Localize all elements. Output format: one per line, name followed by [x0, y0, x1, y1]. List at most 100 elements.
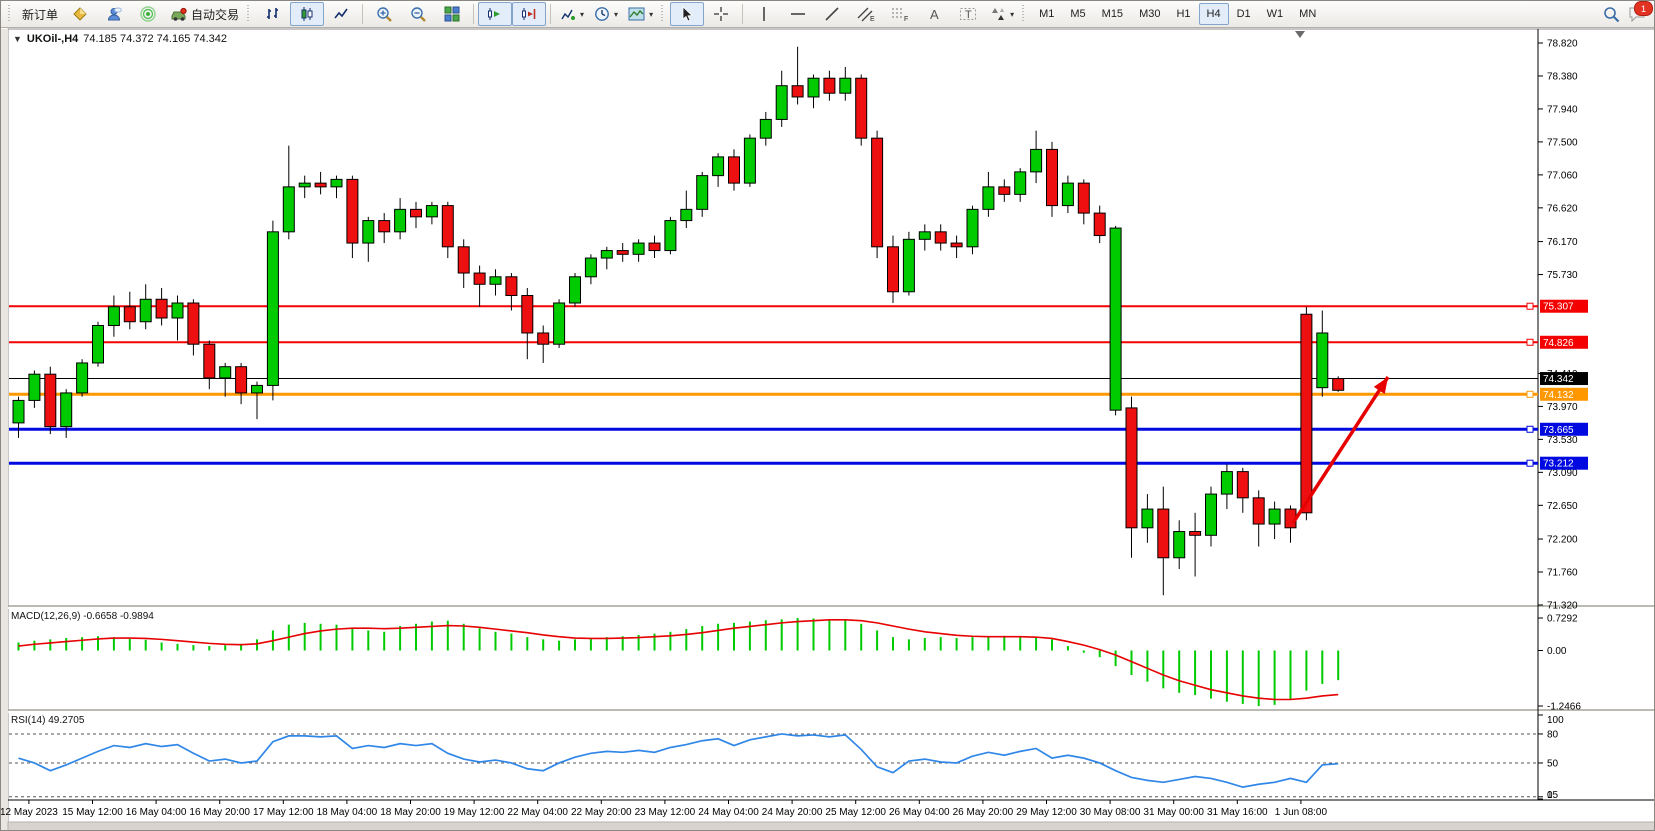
search-icon[interactable]: [1603, 6, 1620, 23]
price-tick-label: 73.530: [1547, 435, 1578, 446]
trend-arrow-line[interactable]: [1291, 376, 1390, 524]
candle-body: [759, 118, 772, 139]
candle-body: [203, 343, 216, 379]
timeframe-button-w1[interactable]: W1: [1266, 8, 1284, 20]
vertical-line-button[interactable]: [747, 2, 781, 26]
level-line-handle[interactable]: [1526, 459, 1534, 467]
templates-button[interactable]: ▾: [623, 2, 658, 26]
notifications-button[interactable]: 1: [1628, 1, 1653, 22]
fibonacci-button[interactable]: F: [883, 2, 917, 26]
candle-body: [1061, 182, 1074, 207]
one-click-trading-collapse-icon[interactable]: ▼: [13, 34, 22, 44]
timeframe-button-m5[interactable]: M5: [1070, 8, 1086, 20]
chevron-down-icon: ▾: [580, 9, 585, 19]
price-tick-label: 77.940: [1547, 104, 1578, 115]
candle-body: [251, 384, 263, 394]
crosshair-button[interactable]: [704, 2, 738, 26]
time-tick-label: 29 May 12:00: [1016, 807, 1077, 818]
autotrading-button[interactable]: 自动交易: [165, 2, 244, 26]
candle-body: [155, 298, 168, 319]
timeframe-button-m30[interactable]: M30: [1139, 8, 1161, 20]
candle-body: [1205, 493, 1217, 536]
price-tick-label: 76.170: [1547, 237, 1578, 248]
new-order-label: 新订单: [22, 7, 59, 22]
toolbar-grip[interactable]: [1022, 5, 1029, 23]
text-label-button[interactable]: T: [951, 2, 985, 26]
line-chart-button[interactable]: [324, 2, 358, 26]
candle-body: [394, 208, 407, 233]
profile-button[interactable]: [97, 2, 131, 26]
time-tick-label: 16 May 20:00: [189, 807, 250, 818]
timeframe-button-m15[interactable]: M15: [1101, 8, 1124, 20]
periods-button[interactable]: ▾: [589, 2, 623, 26]
level-line-handle[interactable]: [1526, 390, 1534, 398]
candle-body: [616, 250, 629, 255]
main-toolbar: 新订单 自动交易: [1, 1, 1654, 28]
tile-windows-button[interactable]: [435, 2, 469, 26]
level-price-label: [1540, 335, 1588, 349]
line-chart-icon: [334, 8, 348, 19]
toolbar-grip[interactable]: [247, 5, 254, 23]
chart-shift-marker[interactable]: [1295, 31, 1305, 38]
zoom-in-button[interactable]: [367, 2, 401, 26]
candle-body: [1014, 171, 1027, 195]
trendline-icon: [825, 7, 839, 21]
time-tick-label: 1 Jun 08:00: [1275, 807, 1328, 818]
level-price-label: [1540, 422, 1588, 436]
new-order-button[interactable]: 新订单: [17, 2, 63, 26]
arrows-button[interactable]: ▾: [985, 2, 1019, 26]
toolbar-grip[interactable]: [8, 5, 14, 23]
candle-body: [569, 276, 581, 304]
candle-body: [314, 182, 327, 188]
horizontal-line-icon: [791, 13, 806, 15]
time-tick-label: 23 May 12:00: [635, 807, 696, 818]
zoom-out-button[interactable]: [401, 2, 435, 26]
timeframe-button-h4[interactable]: H4: [1198, 3, 1229, 25]
toolbar-grip[interactable]: [661, 5, 668, 23]
horizontal-line-button[interactable]: [781, 2, 815, 26]
level-line-handle[interactable]: [1526, 425, 1534, 433]
arrow-objects-icon: [992, 8, 1005, 20]
timeframe-button-d1[interactable]: D1: [1236, 8, 1251, 20]
candle-body: [871, 137, 884, 248]
timeframe-button-h1[interactable]: H1: [1176, 8, 1191, 20]
channel-button[interactable]: E: [849, 2, 883, 26]
chart-shift-button[interactable]: [512, 2, 547, 26]
horizontal-scrollbar[interactable]: [7, 821, 1655, 831]
trendline-button[interactable]: [815, 2, 849, 26]
cursor-button[interactable]: [670, 2, 705, 26]
price-tick-label: 77.060: [1547, 170, 1578, 181]
macd-tick-label: 0.7292: [1547, 614, 1578, 625]
timeframe-button-m1[interactable]: M1: [1039, 8, 1055, 20]
indicators-button[interactable]: ▾: [555, 2, 589, 26]
diamond-icon-button[interactable]: [63, 2, 97, 26]
ohlc-bars-icon: [267, 8, 279, 19]
time-tick-label: 15 May 12:00: [62, 807, 123, 818]
auto-scroll-button[interactable]: [478, 2, 513, 26]
signals-button[interactable]: [131, 2, 165, 26]
rsi-line: [18, 733, 1339, 789]
candle-body: [902, 238, 915, 293]
candle-body: [505, 276, 518, 297]
candlestick-icon: [301, 7, 313, 21]
price-tick-label: 78.820: [1547, 39, 1578, 50]
macd-tick-label: 0.00: [1547, 646, 1567, 657]
time-tick-label: 16 May 04:00: [126, 807, 187, 818]
macd-indicator-label: MACD(12,26,9) -0.6658 -0.9894: [11, 611, 154, 622]
autotrading-label: 自动交易: [191, 7, 240, 22]
bar-chart-button[interactable]: [256, 2, 290, 26]
notification-badge: 1: [1634, 1, 1653, 16]
timeframe-button-mn[interactable]: MN: [1299, 8, 1317, 20]
candle-body: [282, 186, 295, 233]
level-line-handle[interactable]: [1526, 302, 1534, 310]
indicators-icon: [561, 9, 576, 20]
equidistant-channel-icon: E: [857, 7, 875, 22]
candle-body: [219, 366, 232, 379]
svg-text:F: F: [904, 16, 908, 22]
text-button[interactable]: A: [917, 2, 951, 26]
time-tick-label: 18 May 20:00: [380, 807, 441, 818]
candlestick-chart-button[interactable]: [290, 2, 325, 26]
level-line-handle[interactable]: [1526, 338, 1534, 346]
candle-body: [791, 85, 804, 98]
